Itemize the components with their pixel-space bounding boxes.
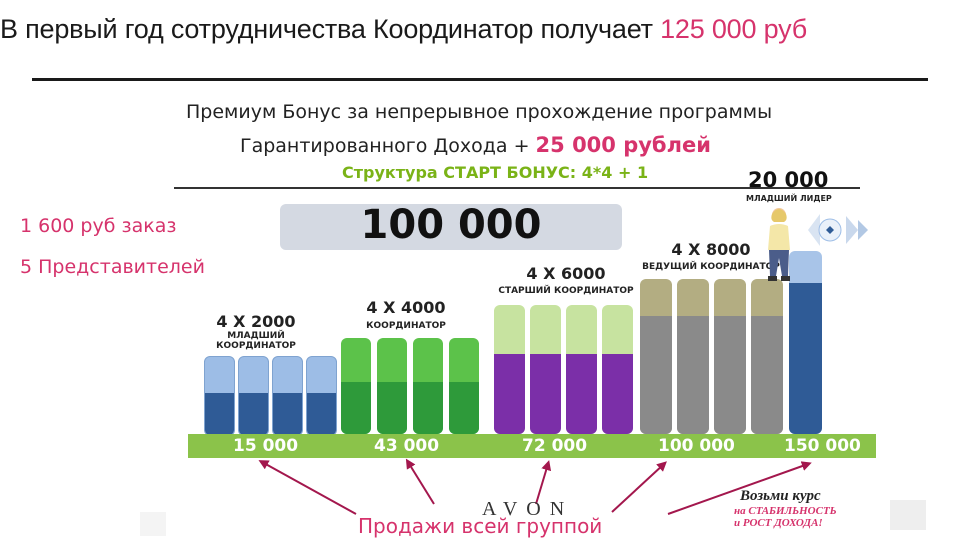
bar-fill bbox=[751, 316, 783, 434]
group-label-value: 4 X 2000 bbox=[216, 312, 296, 331]
sales-strip bbox=[188, 434, 876, 458]
bar-senior-2 bbox=[530, 305, 561, 434]
bar-fill bbox=[789, 283, 822, 434]
bar-junior-4 bbox=[306, 356, 337, 436]
group-label-coordinator: 4 X 4000 КООРДИНАТОР bbox=[348, 298, 464, 331]
bar-lead-1 bbox=[640, 279, 672, 434]
leader-person-illustration bbox=[768, 208, 790, 281]
bar-fill bbox=[205, 393, 234, 435]
arrow-to-100000 bbox=[611, 461, 667, 513]
bar-junior-3 bbox=[272, 356, 303, 436]
decorative-sticker bbox=[808, 214, 868, 246]
strip-value: 100 000 bbox=[658, 436, 735, 456]
bar-fill bbox=[341, 382, 371, 434]
bar-coordinator-4 bbox=[449, 338, 479, 434]
bar-coordinator-3 bbox=[413, 338, 443, 434]
bonus-title-line1: Премиум Бонус за непрерывное прохождение… bbox=[186, 101, 773, 123]
bar-senior-3 bbox=[566, 305, 597, 434]
bar-fill bbox=[273, 393, 302, 435]
strip-value: 15 000 bbox=[233, 436, 299, 456]
bar-fill bbox=[307, 393, 336, 435]
bar-senior-4 bbox=[602, 305, 633, 434]
strip-value: 72 000 bbox=[522, 436, 588, 456]
bar-lead-4 bbox=[751, 279, 783, 434]
group-label-senior-coordinator: 4 X 6000 СТАРШИЙ КООРДИНАТОР bbox=[486, 264, 646, 296]
bar-fill bbox=[602, 354, 633, 434]
group-label-lead-coordinator: 4 X 8000 ВЕДУЩИЙ КООРДИНАТОР bbox=[636, 240, 786, 272]
bar-junior-1 bbox=[204, 356, 235, 436]
heading-amount: 125 000 руб bbox=[660, 14, 807, 44]
heading-text: В первый год сотрудничества Координатор … bbox=[0, 14, 661, 44]
group-title: КООРДИНАТОР bbox=[366, 321, 446, 331]
bar-senior-1 bbox=[494, 305, 525, 434]
sales-label: Продажи всей группой bbox=[358, 514, 603, 538]
bar-fill bbox=[677, 316, 709, 434]
arrow-to-43000 bbox=[405, 458, 435, 505]
decorative-block bbox=[140, 512, 166, 536]
group-title: ВЕДУЩИЙ КООРДИНАТОР bbox=[642, 262, 780, 272]
group-title: СТАРШИЙ КООРДИНАТОР bbox=[498, 286, 634, 296]
group-title: КООРДИНАТОР bbox=[216, 341, 296, 351]
bar-fill bbox=[449, 382, 479, 434]
course-subtitle: на СТАБИЛЬНОСТЬ bbox=[734, 505, 837, 517]
decorative-block bbox=[890, 500, 926, 530]
bar-fill bbox=[239, 393, 268, 435]
big-number-box bbox=[280, 204, 622, 250]
course-promo: Возьми курс на СТАБИЛЬНОСТЬ и РОСТ ДОХОД… bbox=[734, 488, 864, 536]
structure-label: Структура СТАРТ БОНУС: 4*4 + 1 bbox=[342, 163, 649, 182]
infographic-top-divider bbox=[174, 187, 860, 189]
group-label-junior-coordinator: 4 X 2000 МЛАДШИЙ КООРДИНАТОР bbox=[196, 312, 316, 351]
group-label-value: 4 X 6000 bbox=[526, 264, 606, 283]
order-amount-label: 1 600 руб заказ bbox=[20, 215, 177, 237]
bar-coordinator-2 bbox=[377, 338, 407, 434]
heading-divider bbox=[32, 78, 928, 81]
course-subtitle: и РОСТ ДОХОДА! bbox=[734, 517, 823, 529]
group-title: МЛАДШИЙ bbox=[227, 331, 285, 341]
page-heading: В первый год сотрудничества Координатор … bbox=[0, 14, 807, 45]
bar-lead-2 bbox=[677, 279, 709, 434]
bar-fill bbox=[494, 354, 525, 434]
bar-fill bbox=[377, 382, 407, 434]
group-label-value: 4 X 4000 bbox=[366, 298, 446, 317]
bar-coordinator-1 bbox=[341, 338, 371, 434]
bar-leader bbox=[789, 251, 822, 434]
bar-lead-3 bbox=[714, 279, 746, 434]
bar-fill bbox=[413, 382, 443, 434]
bonus-title-line2: Гарантированного Дохода + 25 000 рублей bbox=[240, 133, 711, 157]
bar-fill bbox=[640, 316, 672, 434]
bar-junior-2 bbox=[238, 356, 269, 436]
bonus-amount: 25 000 рублей bbox=[535, 133, 711, 157]
strip-value: 43 000 bbox=[374, 436, 440, 456]
leader-title: МЛАДШИЙ ЛИДЕР bbox=[746, 194, 832, 203]
bonus-line2-text: Гарантированного Дохода + bbox=[240, 135, 536, 157]
group-label-value: 4 X 8000 bbox=[671, 240, 751, 259]
avon-logo: AVON bbox=[482, 498, 574, 520]
arrow-to-150000 bbox=[667, 461, 812, 515]
arrow-to-72000 bbox=[535, 460, 552, 505]
bar-fill bbox=[566, 354, 597, 434]
representatives-label: 5 Представителей bbox=[20, 256, 205, 278]
course-title: Возьми курс bbox=[740, 488, 821, 504]
bar-fill bbox=[714, 316, 746, 434]
leader-amount: 20 000 bbox=[748, 168, 829, 192]
big-number: 100 000 bbox=[360, 202, 542, 248]
strip-value: 150 000 bbox=[784, 436, 861, 456]
arrow-to-15000 bbox=[258, 460, 357, 515]
bar-fill bbox=[530, 354, 561, 434]
